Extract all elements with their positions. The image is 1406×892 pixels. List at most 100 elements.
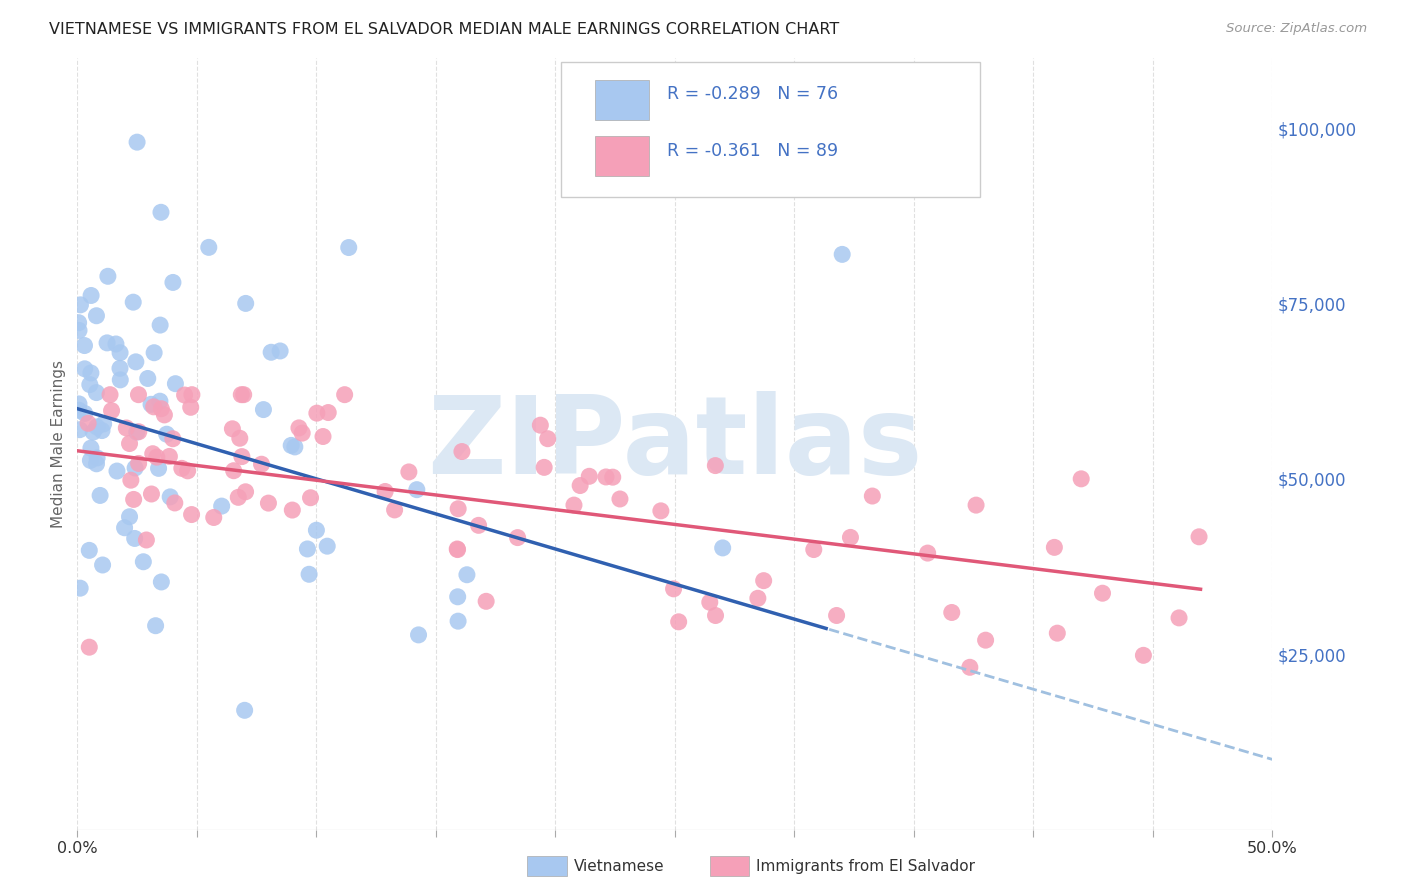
Point bbox=[145, 618, 167, 632]
Point bbox=[405, 483, 427, 497]
Point bbox=[231, 450, 253, 464]
Point bbox=[316, 405, 339, 419]
Point bbox=[124, 532, 146, 546]
Point bbox=[122, 295, 145, 310]
Point bbox=[79, 543, 101, 558]
Point bbox=[73, 361, 96, 376]
Point bbox=[91, 424, 114, 438]
Point bbox=[398, 465, 420, 479]
Point bbox=[67, 323, 90, 337]
Point bbox=[297, 541, 319, 556]
Point bbox=[1070, 472, 1092, 486]
Point bbox=[312, 429, 335, 443]
Point bbox=[229, 431, 252, 445]
Point bbox=[269, 343, 291, 358]
Point bbox=[917, 546, 939, 560]
Point bbox=[120, 473, 142, 487]
Point bbox=[180, 401, 202, 415]
Point bbox=[941, 606, 963, 620]
Point bbox=[446, 542, 468, 557]
Point bbox=[232, 387, 254, 401]
Point bbox=[668, 615, 690, 629]
Point bbox=[135, 533, 157, 547]
Point bbox=[235, 296, 257, 310]
Point bbox=[82, 425, 104, 439]
Point bbox=[73, 338, 96, 352]
Point bbox=[839, 530, 862, 544]
Point bbox=[170, 461, 193, 475]
Text: Immigrants from El Salvador: Immigrants from El Salvador bbox=[756, 859, 976, 873]
Point bbox=[704, 608, 727, 623]
Text: Vietnamese: Vietnamese bbox=[574, 859, 664, 873]
Point bbox=[825, 608, 848, 623]
Point bbox=[162, 276, 184, 290]
Point bbox=[231, 387, 253, 401]
Point bbox=[100, 403, 122, 417]
FancyBboxPatch shape bbox=[561, 62, 980, 197]
Point bbox=[67, 403, 90, 417]
Point bbox=[80, 366, 103, 380]
Point bbox=[451, 444, 474, 458]
Point bbox=[115, 421, 138, 435]
Point bbox=[86, 309, 108, 323]
Text: R = -0.289   N = 76: R = -0.289 N = 76 bbox=[666, 86, 838, 103]
Point bbox=[173, 388, 195, 402]
Point bbox=[284, 440, 307, 454]
Point bbox=[86, 420, 108, 434]
Point bbox=[506, 531, 529, 545]
Point bbox=[316, 539, 339, 553]
Point bbox=[180, 387, 202, 401]
Point bbox=[104, 337, 127, 351]
Point bbox=[96, 335, 118, 350]
Point bbox=[150, 574, 173, 589]
Point bbox=[86, 457, 108, 471]
Point bbox=[128, 425, 150, 439]
Point bbox=[197, 240, 219, 254]
Point bbox=[578, 469, 600, 483]
Point bbox=[73, 406, 96, 420]
Point bbox=[257, 496, 280, 510]
Point bbox=[803, 542, 825, 557]
Point bbox=[165, 376, 187, 391]
Point bbox=[141, 487, 163, 501]
Text: ZIPatlas: ZIPatlas bbox=[427, 391, 922, 497]
Point bbox=[114, 521, 136, 535]
Point bbox=[180, 508, 202, 522]
Point bbox=[149, 394, 172, 409]
Point bbox=[569, 478, 592, 492]
Point bbox=[1046, 626, 1069, 640]
Point bbox=[153, 408, 176, 422]
Point bbox=[1188, 530, 1211, 544]
Point bbox=[662, 582, 685, 596]
Point bbox=[1168, 611, 1191, 625]
Point bbox=[142, 447, 165, 461]
Point bbox=[156, 427, 179, 442]
Point bbox=[1091, 586, 1114, 600]
Point bbox=[447, 501, 470, 516]
Point bbox=[252, 402, 274, 417]
Point bbox=[162, 432, 184, 446]
Point bbox=[704, 458, 727, 473]
FancyBboxPatch shape bbox=[595, 136, 648, 176]
Point bbox=[148, 461, 170, 475]
Point bbox=[408, 628, 430, 642]
Point bbox=[69, 581, 91, 595]
Point bbox=[143, 345, 166, 359]
Point bbox=[69, 298, 91, 312]
Point bbox=[711, 541, 734, 555]
Point bbox=[221, 422, 243, 436]
Point bbox=[374, 484, 396, 499]
Point bbox=[305, 406, 328, 420]
Point bbox=[125, 425, 148, 439]
Point bbox=[235, 484, 257, 499]
Point bbox=[118, 509, 141, 524]
Point bbox=[699, 595, 721, 609]
Point bbox=[108, 361, 131, 376]
Point bbox=[93, 417, 115, 431]
Point bbox=[226, 491, 249, 505]
Point bbox=[80, 441, 103, 455]
Point bbox=[159, 490, 181, 504]
Point bbox=[124, 461, 146, 475]
Point bbox=[176, 464, 198, 478]
Point bbox=[233, 703, 256, 717]
